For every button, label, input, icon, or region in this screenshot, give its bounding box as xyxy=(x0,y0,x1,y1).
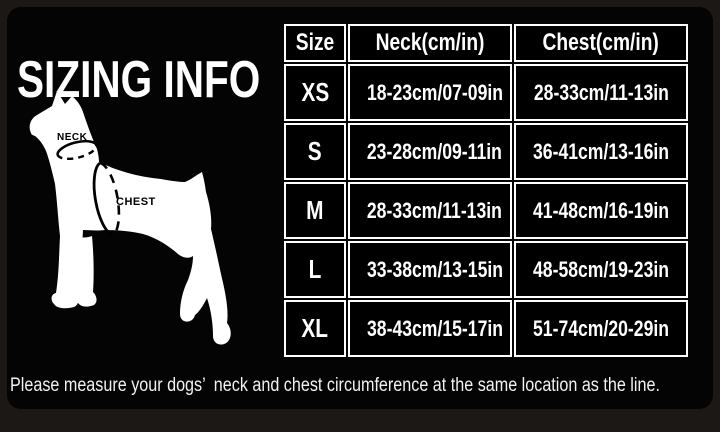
dog-far-front-leg xyxy=(74,236,97,307)
size-value: XS xyxy=(301,77,329,107)
table-row-xl: XL 38-43cm/15-17in 51-74cm/20-29in xyxy=(284,300,688,357)
neck-label: NECK xyxy=(57,132,88,143)
chest-value: 41-48cm/16-19in xyxy=(533,197,669,223)
neck-cell: 23-28cm/09-11in xyxy=(348,123,512,180)
header-size: Size xyxy=(284,24,346,62)
neck-cell: 18-23cm/07-09in xyxy=(348,64,512,121)
size-value: M xyxy=(306,195,324,225)
neck-cell: 38-43cm/15-17in xyxy=(348,300,512,357)
header-size-text: Size xyxy=(295,29,335,56)
chest-cell: 36-41cm/13-16in xyxy=(514,123,688,180)
neck-measure-line-dashed xyxy=(56,145,98,161)
header-neck: Neck(cm/in) xyxy=(348,24,512,62)
table-row-m: M 28-33cm/11-13in 41-48cm/16-19in xyxy=(284,182,688,239)
header-chest-text: Chest(cm/in) xyxy=(542,29,660,56)
size-cell: XS xyxy=(284,64,346,121)
chest-cell: 48-58cm/19-23in xyxy=(514,241,688,298)
size-value: L xyxy=(308,254,322,284)
table-row-s: S 23-28cm/09-11in 36-41cm/13-16in xyxy=(284,123,688,180)
chest-value: 51-74cm/20-29in xyxy=(533,315,669,341)
neck-value: 28-33cm/11-13in xyxy=(366,197,502,223)
size-cell: L xyxy=(284,241,346,298)
table-row-xs: XS 18-23cm/07-09in 28-33cm/11-13in xyxy=(284,64,688,121)
chest-measure-line-dashed xyxy=(99,161,121,237)
header-row: Size Neck(cm/in) Chest(cm/in) xyxy=(284,24,688,62)
size-value: S xyxy=(308,136,322,166)
chest-cell: 51-74cm/20-29in xyxy=(514,300,688,357)
size-value: XL xyxy=(301,313,329,343)
neck-value: 23-28cm/09-11in xyxy=(366,138,502,164)
chest-measure-line-solid xyxy=(92,161,114,237)
size-cell: XL xyxy=(284,300,346,357)
table-row-l: L 33-38cm/13-15in 48-58cm/19-23in xyxy=(284,241,688,298)
size-cell: S xyxy=(284,123,346,180)
chest-cell: 28-33cm/11-13in xyxy=(514,64,688,121)
chest-value: 28-33cm/11-13in xyxy=(533,79,669,105)
chest-value: 48-58cm/19-23in xyxy=(533,256,669,282)
dog-silhouette xyxy=(29,91,231,345)
chest-label: CHEST xyxy=(116,196,156,208)
neck-value: 38-43cm/15-17in xyxy=(367,315,503,341)
neck-value: 18-23cm/07-09in xyxy=(367,79,503,105)
neck-value: 33-38cm/13-15in xyxy=(367,256,503,282)
neck-cell: 28-33cm/11-13in xyxy=(348,182,512,239)
header-neck-text: Neck(cm/in) xyxy=(375,29,485,56)
chest-cell: 41-48cm/16-19in xyxy=(514,182,688,239)
header-chest: Chest(cm/in) xyxy=(514,24,688,62)
chest-value: 36-41cm/13-16in xyxy=(533,138,669,164)
neck-cell: 33-38cm/13-15in xyxy=(348,241,512,298)
dog-measurement-diagram: NECK CHEST xyxy=(29,91,231,345)
measure-instructions: Please measure your dogs’ neck and chest… xyxy=(10,375,660,396)
neck-measure-line-solid xyxy=(56,139,98,155)
size-cell: M xyxy=(284,182,346,239)
sizing-table: Size Neck(cm/in) Chest(cm/in) XS 18-23cm… xyxy=(282,22,690,359)
